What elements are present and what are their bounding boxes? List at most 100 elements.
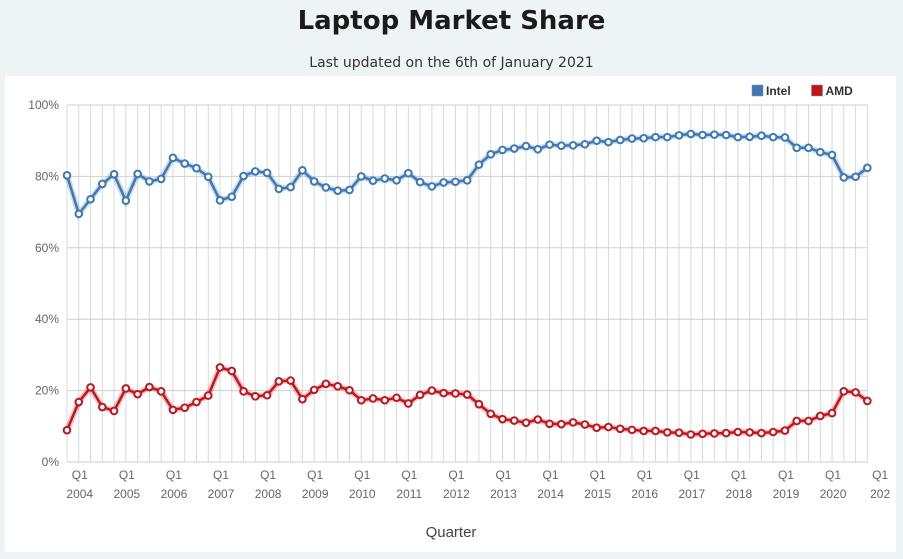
- data-point[interactable]: [674, 131, 684, 140]
- data-point[interactable]: [333, 382, 343, 391]
- data-point[interactable]: [298, 394, 307, 404]
- data-point[interactable]: [156, 174, 166, 184]
- data-point[interactable]: [262, 168, 272, 178]
- data-point[interactable]: [321, 183, 331, 192]
- data-point[interactable]: [710, 130, 719, 139]
- data-point[interactable]: [721, 130, 731, 140]
- data-point[interactable]: [203, 172, 213, 182]
- data-point[interactable]: [486, 409, 496, 419]
- data-point[interactable]: [545, 419, 554, 429]
- data-point[interactable]: [180, 403, 189, 413]
- data-point[interactable]: [345, 385, 354, 395]
- data-point[interactable]: [851, 172, 860, 182]
- data-point[interactable]: [568, 418, 578, 427]
- legend-item-intel[interactable]: Intel: [751, 84, 791, 98]
- data-point[interactable]: [309, 177, 319, 186]
- data-point[interactable]: [710, 429, 719, 438]
- data-point[interactable]: [356, 395, 366, 405]
- data-point[interactable]: [168, 405, 178, 415]
- data-point[interactable]: [733, 132, 743, 142]
- data-point[interactable]: [757, 428, 766, 438]
- data-point[interactable]: [145, 177, 154, 186]
- data-point[interactable]: [451, 177, 460, 187]
- data-point[interactable]: [592, 136, 601, 145]
- data-point[interactable]: [662, 428, 672, 437]
- data-point[interactable]: [239, 171, 248, 181]
- data-point[interactable]: [86, 383, 95, 392]
- data-point[interactable]: [604, 137, 613, 147]
- legend-item-amd[interactable]: AMD: [811, 84, 854, 98]
- data-point[interactable]: [509, 416, 519, 425]
- data-point[interactable]: [651, 132, 660, 142]
- data-point[interactable]: [815, 147, 825, 157]
- data-point[interactable]: [368, 176, 378, 185]
- data-point[interactable]: [768, 132, 778, 142]
- data-point[interactable]: [392, 393, 401, 403]
- data-point[interactable]: [580, 420, 590, 429]
- data-point[interactable]: [474, 399, 484, 409]
- data-point[interactable]: [568, 141, 578, 150]
- data-point[interactable]: [333, 186, 343, 195]
- data-point[interactable]: [698, 429, 707, 439]
- data-point[interactable]: [533, 144, 543, 154]
- data-point[interactable]: [298, 166, 307, 175]
- data-point[interactable]: [156, 387, 166, 396]
- data-point[interactable]: [215, 363, 225, 372]
- data-point[interactable]: [404, 168, 413, 178]
- data-point[interactable]: [133, 389, 142, 399]
- data-point[interactable]: [827, 408, 837, 418]
- data-point[interactable]: [98, 179, 107, 189]
- data-point[interactable]: [721, 428, 731, 438]
- data-point[interactable]: [180, 159, 189, 168]
- data-point[interactable]: [768, 427, 778, 437]
- data-point[interactable]: [192, 163, 201, 173]
- data-point[interactable]: [615, 135, 625, 145]
- data-point[interactable]: [780, 133, 790, 142]
- data-point[interactable]: [168, 153, 178, 163]
- data-point[interactable]: [780, 426, 790, 435]
- data-point[interactable]: [698, 130, 707, 140]
- data-point[interactable]: [62, 171, 72, 180]
- data-point[interactable]: [109, 169, 119, 179]
- data-point[interactable]: [133, 169, 142, 179]
- data-point[interactable]: [486, 149, 496, 159]
- data-point[interactable]: [74, 397, 84, 407]
- data-point[interactable]: [615, 424, 625, 434]
- data-point[interactable]: [415, 177, 425, 187]
- data-point[interactable]: [839, 387, 849, 396]
- data-point[interactable]: [145, 382, 154, 392]
- data-point[interactable]: [521, 141, 531, 151]
- data-point[interactable]: [498, 145, 507, 155]
- data-point[interactable]: [863, 396, 872, 406]
- data-point[interactable]: [286, 182, 295, 192]
- data-point[interactable]: [827, 150, 837, 160]
- data-point[interactable]: [451, 389, 460, 398]
- data-point[interactable]: [227, 366, 237, 376]
- data-point[interactable]: [651, 426, 660, 436]
- data-point[interactable]: [274, 377, 284, 386]
- data-point[interactable]: [674, 428, 684, 438]
- data-point[interactable]: [380, 174, 390, 183]
- data-point[interactable]: [427, 182, 437, 191]
- data-point[interactable]: [121, 196, 131, 205]
- data-point[interactable]: [509, 144, 519, 153]
- data-point[interactable]: [380, 395, 390, 405]
- data-point[interactable]: [62, 425, 72, 435]
- data-point[interactable]: [251, 392, 260, 401]
- data-point[interactable]: [227, 192, 237, 202]
- data-point[interactable]: [404, 399, 413, 408]
- data-point[interactable]: [686, 430, 696, 439]
- data-point[interactable]: [286, 376, 295, 385]
- data-point[interactable]: [745, 132, 754, 142]
- data-point[interactable]: [392, 176, 401, 185]
- data-point[interactable]: [863, 163, 872, 173]
- data-point[interactable]: [427, 386, 437, 395]
- data-point[interactable]: [639, 133, 649, 143]
- data-point[interactable]: [498, 414, 507, 424]
- data-point[interactable]: [686, 129, 696, 139]
- data-point[interactable]: [274, 184, 284, 194]
- data-point[interactable]: [474, 160, 484, 169]
- data-point[interactable]: [839, 173, 849, 182]
- data-point[interactable]: [627, 425, 637, 435]
- data-point[interactable]: [662, 132, 672, 142]
